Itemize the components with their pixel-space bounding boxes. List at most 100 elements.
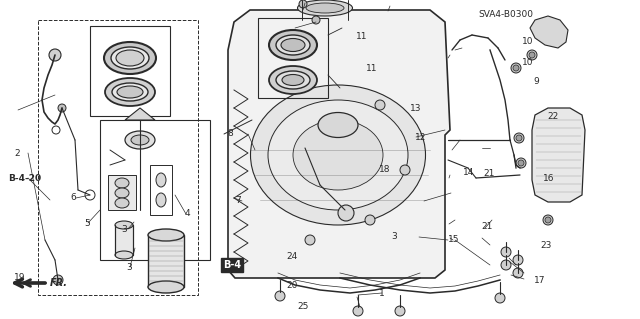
Polygon shape [125,108,155,120]
Bar [108,175,136,210]
Polygon shape [530,16,568,48]
Circle shape [513,65,519,71]
Text: 3: 3 [127,263,132,272]
Ellipse shape [111,47,149,69]
Text: 9: 9 [533,77,539,86]
Ellipse shape [282,75,304,85]
Circle shape [516,135,522,141]
Circle shape [527,50,537,60]
Ellipse shape [298,0,353,16]
Text: FR.: FR. [50,278,68,288]
Bar [148,235,184,287]
Ellipse shape [318,113,358,137]
Circle shape [518,160,524,166]
Polygon shape [532,108,585,202]
Text: 23: 23 [540,241,552,250]
Bar [150,165,172,215]
Ellipse shape [276,35,310,55]
Ellipse shape [148,281,184,293]
Circle shape [53,275,63,285]
Circle shape [513,255,523,265]
Text: 13: 13 [410,104,422,113]
Circle shape [543,215,553,225]
Circle shape [495,293,505,303]
Circle shape [501,260,511,270]
Bar [90,26,170,116]
Text: 11: 11 [366,64,378,73]
Circle shape [312,16,320,24]
Text: 14: 14 [463,168,474,177]
Text: 21: 21 [483,169,495,178]
Bar [100,120,210,260]
Circle shape [299,0,307,8]
Ellipse shape [115,178,129,188]
Text: SVA4-B0300: SVA4-B0300 [479,10,534,19]
Text: 3: 3 [392,232,397,241]
Circle shape [49,49,61,61]
Circle shape [365,215,375,225]
Text: 11: 11 [356,32,367,41]
Ellipse shape [115,221,133,229]
Text: 24: 24 [286,252,298,261]
Text: 2: 2 [14,149,20,158]
Polygon shape [228,10,450,278]
Text: 25: 25 [297,302,308,311]
Circle shape [395,306,405,316]
Circle shape [375,100,385,110]
Text: B-4-20: B-4-20 [8,174,42,183]
Text: 18: 18 [379,165,390,174]
Circle shape [529,52,535,58]
Ellipse shape [276,71,310,89]
Circle shape [545,217,551,223]
Ellipse shape [148,229,184,241]
Circle shape [516,158,526,168]
Ellipse shape [250,85,426,225]
Ellipse shape [156,173,166,187]
Circle shape [514,133,524,143]
Text: 16: 16 [543,174,554,183]
Ellipse shape [112,83,148,101]
Ellipse shape [115,251,133,259]
Text: 3: 3 [122,225,127,234]
Text: 10: 10 [522,37,533,46]
Circle shape [305,235,315,245]
Ellipse shape [293,120,383,190]
Ellipse shape [117,86,143,98]
Text: 6: 6 [70,193,76,202]
Circle shape [353,306,363,316]
Circle shape [501,247,511,257]
Bar [115,225,133,255]
Circle shape [513,268,523,278]
Text: 8: 8 [228,130,234,138]
Ellipse shape [269,30,317,60]
Ellipse shape [104,42,156,74]
Ellipse shape [156,193,166,207]
Text: 12: 12 [415,133,426,142]
Text: 4: 4 [184,209,190,218]
Circle shape [275,291,285,301]
Ellipse shape [131,135,149,145]
Circle shape [338,205,354,221]
Ellipse shape [105,78,155,106]
Text: 1: 1 [379,289,385,298]
Text: 17: 17 [534,276,546,285]
Text: 5: 5 [84,219,90,228]
Text: B-4: B-4 [223,260,241,270]
Text: 7: 7 [236,197,241,205]
Text: 20: 20 [287,281,298,290]
Bar [258,18,328,98]
Ellipse shape [115,198,129,208]
Ellipse shape [116,50,144,66]
Ellipse shape [269,66,317,94]
Ellipse shape [125,131,155,149]
Circle shape [58,104,66,112]
Text: 22: 22 [547,112,559,121]
Text: 19: 19 [14,273,26,282]
Text: 10: 10 [522,58,533,67]
Bar [38,20,198,295]
Circle shape [400,165,410,175]
Ellipse shape [115,188,129,198]
Circle shape [511,63,521,73]
Ellipse shape [268,100,408,210]
Text: 21: 21 [481,222,493,231]
